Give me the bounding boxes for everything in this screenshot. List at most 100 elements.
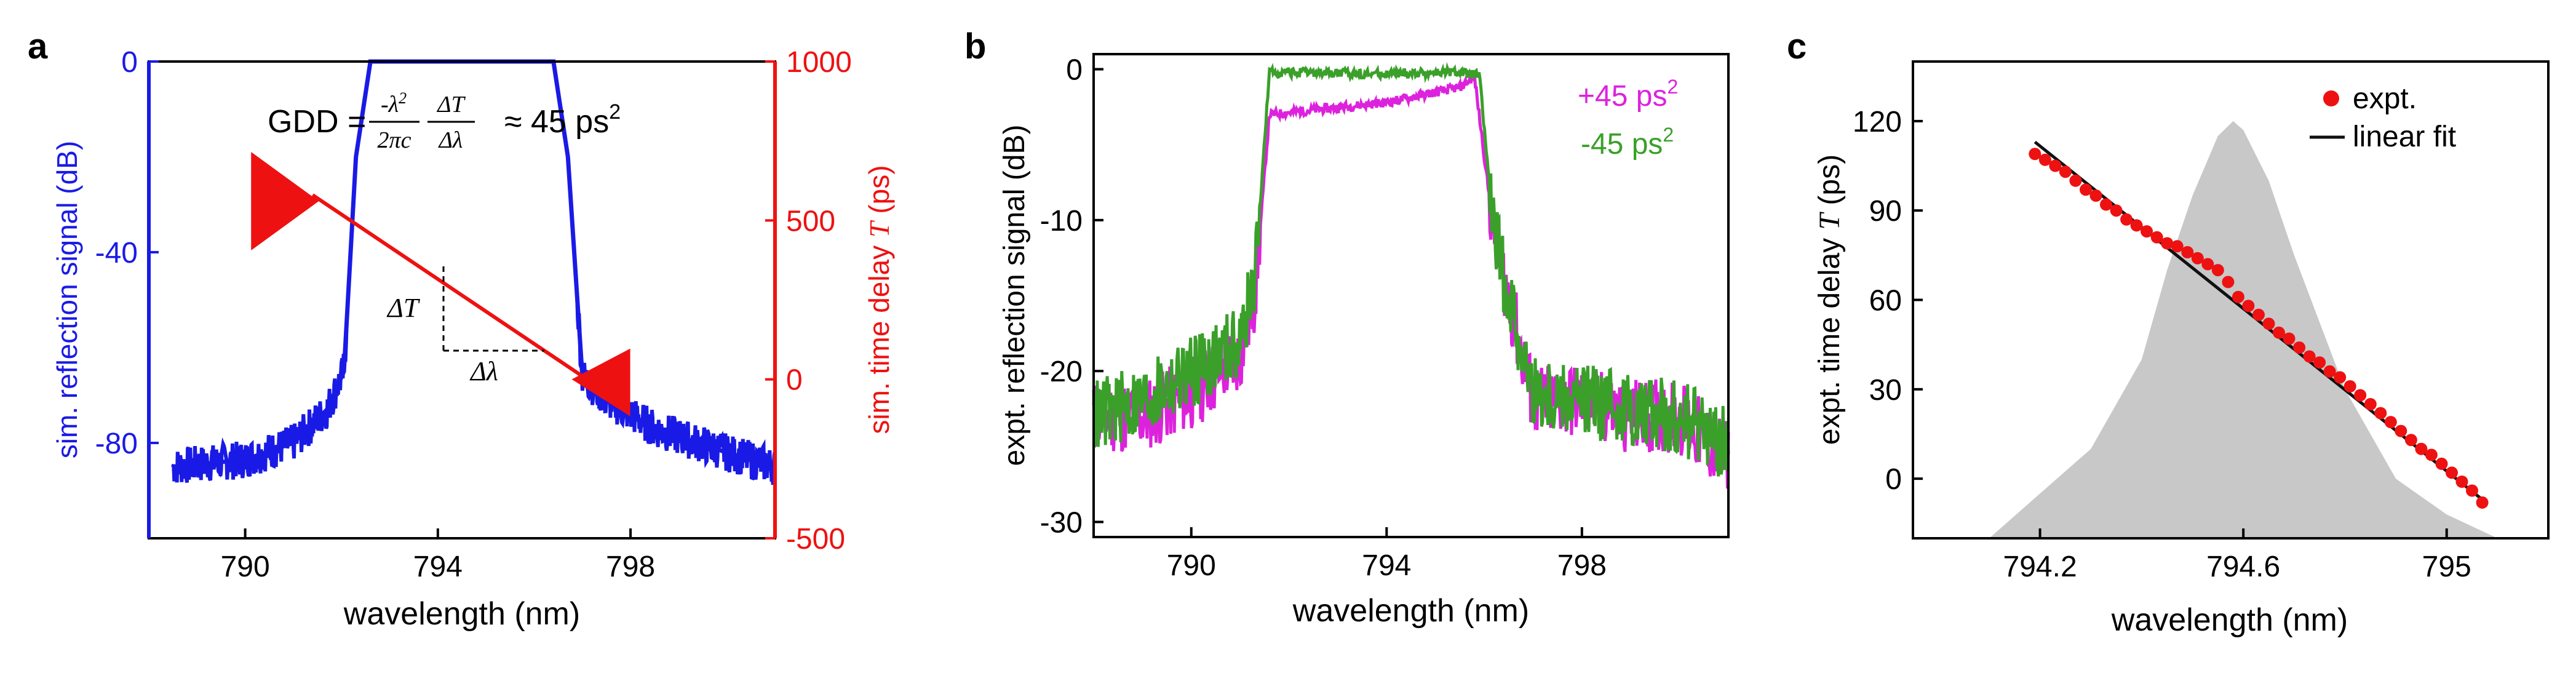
- panel-a-xtick-798: 798: [606, 551, 655, 583]
- expt-point: [2089, 189, 2102, 202]
- gdd-denominator-1: 2πc: [378, 127, 411, 153]
- panel-a-ylabel-left: sim. reflection signal (dB): [51, 141, 83, 458]
- panel-b-xtick-790: 790: [1167, 549, 1216, 582]
- panel-a-ytick-right-3: -500: [786, 523, 845, 556]
- expt-point: [2415, 442, 2428, 455]
- time-delay-ringing-right: [571, 348, 630, 416]
- gdd-approx: ≈ 45 ps2: [504, 100, 621, 140]
- legend-expt-label: expt.: [2353, 82, 2417, 115]
- panel-a-xtick-790: 790: [221, 551, 270, 583]
- panel-c-xtick-794.2: 794.2: [2003, 551, 2077, 583]
- panel-b-legend: +45 ps2 -45 ps2: [1578, 76, 1678, 161]
- expt-point: [2283, 332, 2296, 345]
- panel-a-ytick-right-2: 0: [786, 364, 803, 397]
- expt-point: [2273, 326, 2285, 339]
- legend-item-plus45: +45 ps2: [1578, 76, 1678, 113]
- panel-b-ytick-3: -30: [1040, 506, 1083, 539]
- expt-point: [2435, 457, 2448, 470]
- expt-point: [2446, 466, 2458, 479]
- gdd-annotation: GDD = -λ2 2πc ΔT Δλ ≈ 45 ps2: [268, 89, 621, 153]
- expt-point: [2080, 183, 2092, 196]
- panel-c-xtick-794.6: 794.6: [2206, 551, 2280, 583]
- panel-b-ytick-1: -10: [1040, 205, 1083, 237]
- panel-c-xtick-795: 795: [2422, 551, 2471, 583]
- panel-b-xlabel: wavelength (nm): [1292, 593, 1529, 629]
- panel-c-ytick-2: 60: [1869, 285, 1902, 317]
- expt-point: [2354, 389, 2367, 402]
- expt-point: [2161, 237, 2174, 250]
- panel-a: a 790 794 798 0 -40 -80 1000 500 0 -500 wavelengt…: [28, 26, 895, 632]
- expt-point: [2425, 448, 2438, 461]
- panel-b-label: b: [964, 26, 986, 66]
- legend-expt-marker: [2323, 90, 2339, 106]
- expt-point: [2455, 476, 2468, 488]
- time-delay-line: [311, 193, 589, 381]
- expt-point: [2211, 264, 2224, 277]
- panel-c-ylabel: expt. time delay T (ps): [1813, 154, 1846, 445]
- panel-c: c 794.2 794.6 795 120 90 60 30 0 wavelength (nm…: [1787, 26, 2550, 638]
- expt-point: [2120, 213, 2133, 226]
- delta-t-label: ΔT: [386, 293, 421, 323]
- expt-point: [2232, 290, 2244, 303]
- expt-point: [2303, 350, 2316, 363]
- panel-b-xtick-794: 794: [1362, 549, 1411, 582]
- expt-point: [2130, 219, 2143, 232]
- expt-point: [2404, 434, 2417, 447]
- expt-point: [2191, 252, 2204, 265]
- expt-point: [2476, 496, 2489, 509]
- panel-c-label: c: [1787, 26, 1807, 66]
- panel-a-ylabel-right: sim. time delay T (ps): [863, 165, 895, 434]
- expt-point: [2334, 371, 2347, 384]
- expt-point: [2262, 317, 2275, 330]
- expt-point: [2150, 231, 2163, 244]
- legend-fit-label: linear fit: [2353, 121, 2456, 153]
- expt-point: [2141, 225, 2153, 238]
- reflection-band: [171, 60, 777, 485]
- gdd-numerator-2: ΔT: [436, 92, 466, 117]
- legend-item-minus45: -45 ps2: [1581, 124, 1674, 161]
- series-minus45: [1092, 62, 1730, 477]
- expt-point: [2038, 153, 2051, 166]
- panel-a-xtick-794: 794: [413, 551, 463, 583]
- panel-b-ytick-2: -20: [1040, 356, 1083, 388]
- expt-point: [2313, 356, 2326, 369]
- expt-point: [2049, 159, 2062, 172]
- panel-a-ytick-left-1: -40: [95, 237, 138, 269]
- expt-point: [2293, 341, 2306, 354]
- panel-a-ytick-right-1: 500: [786, 205, 835, 237]
- expt-point: [2059, 165, 2072, 178]
- panel-a-ytick-right-0: 1000: [786, 46, 852, 79]
- panel-a-label: a: [28, 26, 48, 66]
- panel-c-ytick-3: 30: [1869, 374, 1902, 407]
- panel-b-xtick-798: 798: [1557, 549, 1607, 582]
- gdd-denominator-2: Δλ: [438, 127, 463, 153]
- expt-point: [2181, 246, 2194, 258]
- panel-c-ytick-4: 0: [1885, 463, 1902, 496]
- expt-point: [2343, 380, 2356, 392]
- expt-point: [2242, 300, 2255, 313]
- expt-point: [2395, 424, 2407, 437]
- time-delay-ringing-left: [251, 152, 319, 250]
- expt-point: [2029, 148, 2041, 161]
- expt-point: [2323, 365, 2336, 378]
- expt-point: [2222, 276, 2235, 289]
- panel-a-ytick-left-2: -80: [95, 428, 138, 460]
- expt-point: [2364, 398, 2377, 410]
- expt-point: [2374, 407, 2387, 420]
- panel-c-xlabel: wavelength (nm): [2111, 602, 2348, 638]
- panel-a-ytick-left-0: 0: [121, 46, 138, 79]
- slope-triangle: ΔT Δλ: [386, 266, 544, 386]
- expt-point: [2252, 308, 2265, 321]
- gdd-numerator-1: -λ2: [381, 89, 407, 117]
- panel-b: b 790 794 798 0 -10 -20 -30 wavelength (nm) ex…: [964, 26, 1730, 629]
- delta-lambda-label: Δλ: [469, 356, 498, 386]
- expt-point: [2069, 174, 2082, 187]
- panel-c-ytick-0: 120: [1853, 106, 1902, 138]
- expt-point: [2171, 240, 2184, 253]
- panel-c-legend: expt. linear fit: [2310, 82, 2456, 153]
- expt-point: [2384, 416, 2397, 429]
- expt-point: [2110, 204, 2123, 217]
- panel-b-ytick-0: 0: [1066, 54, 1083, 87]
- panel-b-frame: [1092, 53, 1730, 538]
